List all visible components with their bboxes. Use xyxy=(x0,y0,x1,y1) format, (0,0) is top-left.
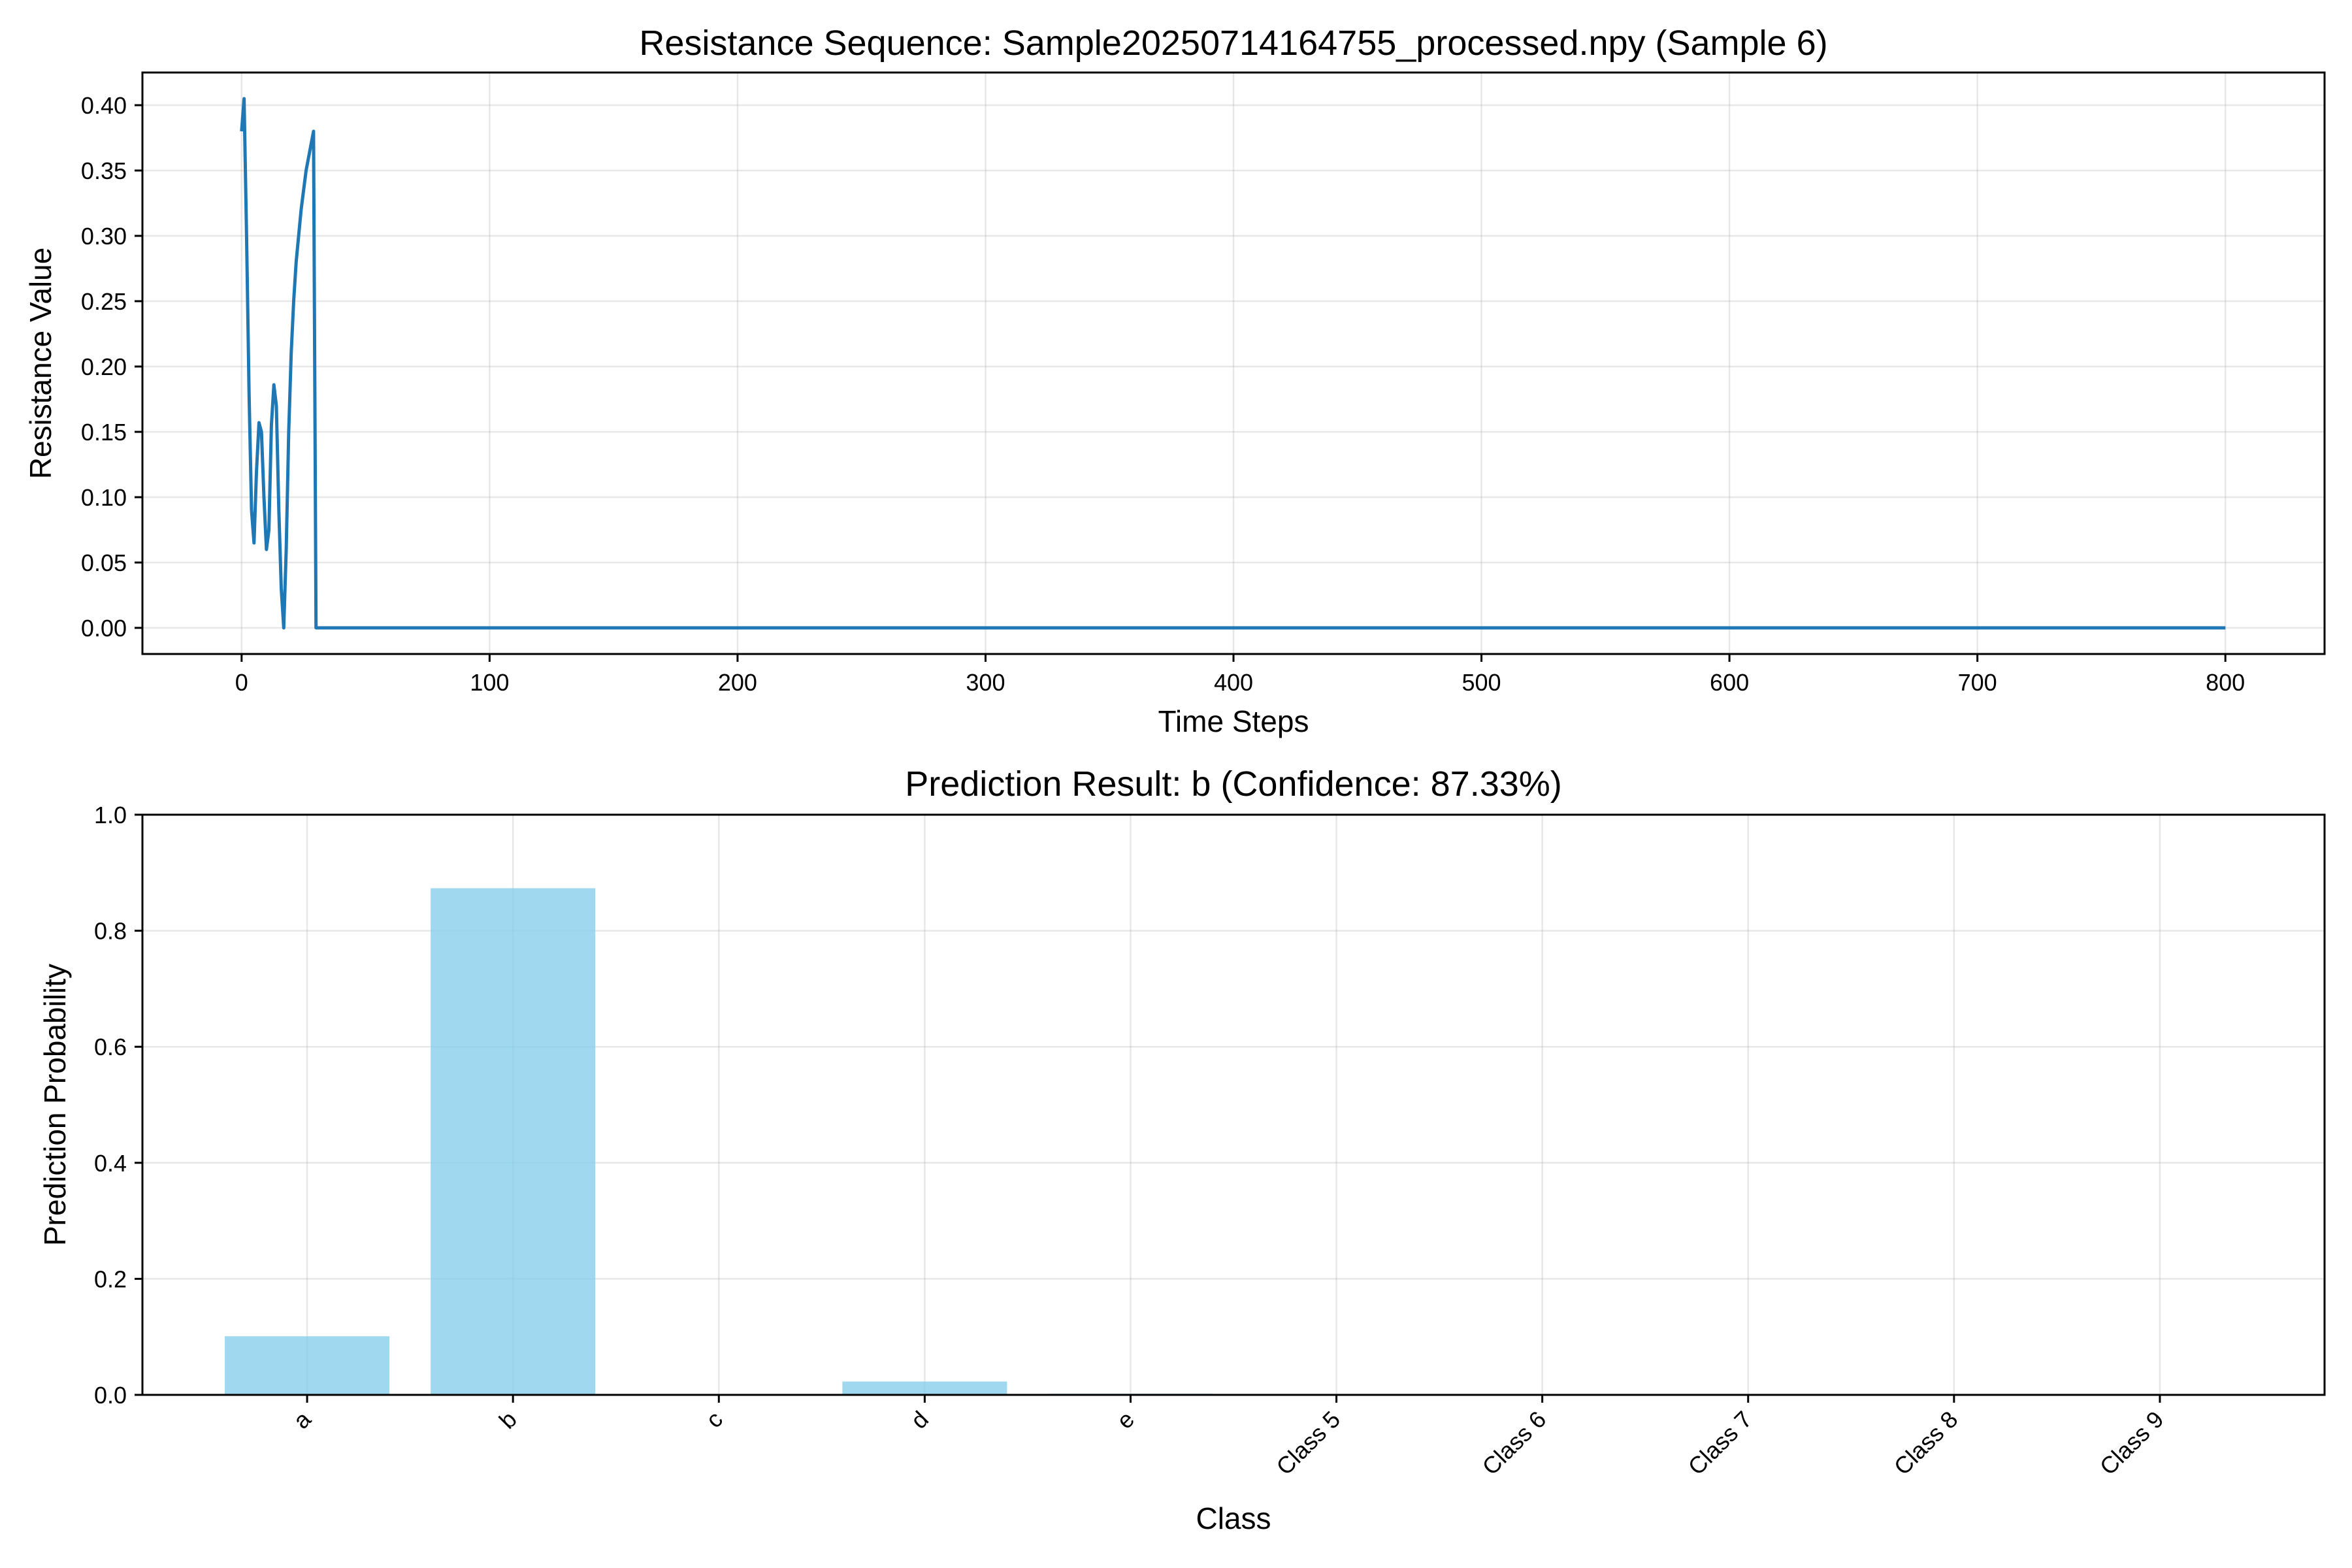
resistance-line-chart: Resistance Sequence: Sample2025071416475… xyxy=(24,24,2326,738)
bar-chart-y-tick-label: 1.0 xyxy=(94,802,127,828)
bar-chart-y-tick-label: 0.2 xyxy=(94,1266,127,1292)
bar-chart-bars xyxy=(225,888,1213,1395)
line-chart-x-ticks: 0 100 200 300 400 500 600 700 800 xyxy=(235,654,2245,696)
bar-chart-x-tick-label: Class 5 xyxy=(1271,1406,1345,1480)
bar-chart-x-ticks: a b c d e Class 5 Class 6 Class 7 Class 8 Class 9 xyxy=(288,1395,2169,1480)
line-chart-y-ticks: 0.00 0.05 0.10 0.15 0.20 0.25 0.30 0.35 0.40 xyxy=(81,92,142,642)
line-chart-y-tick-label: 0.10 xyxy=(81,484,127,511)
line-chart-y-tick-label: 0.15 xyxy=(81,419,127,446)
line-chart-x-tick-label: 100 xyxy=(470,669,509,696)
line-chart-y-label: Resistance Value xyxy=(24,248,57,480)
bar-chart-x-tick-label: c xyxy=(700,1406,728,1433)
bar-chart-x-tick-label: e xyxy=(1111,1406,1139,1434)
line-chart-y-tick-label: 0.30 xyxy=(81,223,127,250)
bar-b xyxy=(431,888,596,1395)
line-chart-y-tick-label: 0.25 xyxy=(81,288,127,315)
line-chart-y-tick-label: 0.00 xyxy=(81,615,127,642)
bar-chart-x-tick-label: a xyxy=(288,1405,317,1434)
bar-chart-title: Prediction Result: b (Confidence: 87.33%… xyxy=(905,764,1562,804)
line-chart-x-tick-label: 0 xyxy=(235,669,248,696)
line-chart-x-tick-label: 400 xyxy=(1214,669,1253,696)
bar-chart-y-tick-label: 0.4 xyxy=(94,1150,127,1177)
bar-a xyxy=(225,1336,390,1395)
bar-d xyxy=(842,1381,1007,1395)
bar-chart-x-tick-label: Class 8 xyxy=(1889,1406,1963,1480)
line-chart-y-tick-label: 0.20 xyxy=(81,353,127,380)
bar-chart-x-label: Class xyxy=(1196,1501,1271,1535)
line-chart-x-label: Time Steps xyxy=(1158,704,1309,738)
line-chart-title: Resistance Sequence: Sample2025071416475… xyxy=(639,24,1827,63)
line-chart-x-tick-label: 200 xyxy=(718,669,757,696)
bar-chart-y-tick-label: 0.0 xyxy=(94,1382,127,1409)
resistance-series-line xyxy=(240,97,2226,630)
bar-chart-y-ticks: 0.0 0.2 0.4 0.6 0.8 1.0 xyxy=(94,802,142,1409)
line-chart-y-tick-label: 0.40 xyxy=(81,92,127,119)
bar-chart-x-tick-label: Class 7 xyxy=(1683,1406,1757,1480)
bar-chart-y-tick-label: 0.6 xyxy=(94,1034,127,1060)
line-chart-x-tick-label: 600 xyxy=(1710,669,1749,696)
line-chart-x-tick-label: 700 xyxy=(1958,669,1997,696)
bar-chart-x-tick-label: Class 6 xyxy=(1477,1406,1551,1480)
bar-chart-x-tick-label: d xyxy=(906,1406,934,1434)
line-chart-x-tick-label: 300 xyxy=(966,669,1005,696)
line-chart-y-tick-label: 0.05 xyxy=(81,549,127,576)
line-chart-x-tick-label: 800 xyxy=(2206,669,2245,696)
line-chart-grid xyxy=(142,73,2325,654)
bar-chart-y-tick-label: 0.8 xyxy=(94,918,127,945)
bar-chart-x-tick-label: Class 9 xyxy=(2095,1406,2169,1480)
bar-chart-y-label: Prediction Probability xyxy=(38,964,72,1246)
line-chart-y-tick-label: 0.35 xyxy=(81,157,127,184)
bar-chart-frame xyxy=(141,813,2326,1396)
bar-chart-x-tick-label: b xyxy=(494,1406,522,1434)
prediction-bar-chart: Prediction Result: b (Confidence: 87.33%… xyxy=(38,764,2326,1535)
line-chart-x-tick-label: 500 xyxy=(1462,669,1501,696)
